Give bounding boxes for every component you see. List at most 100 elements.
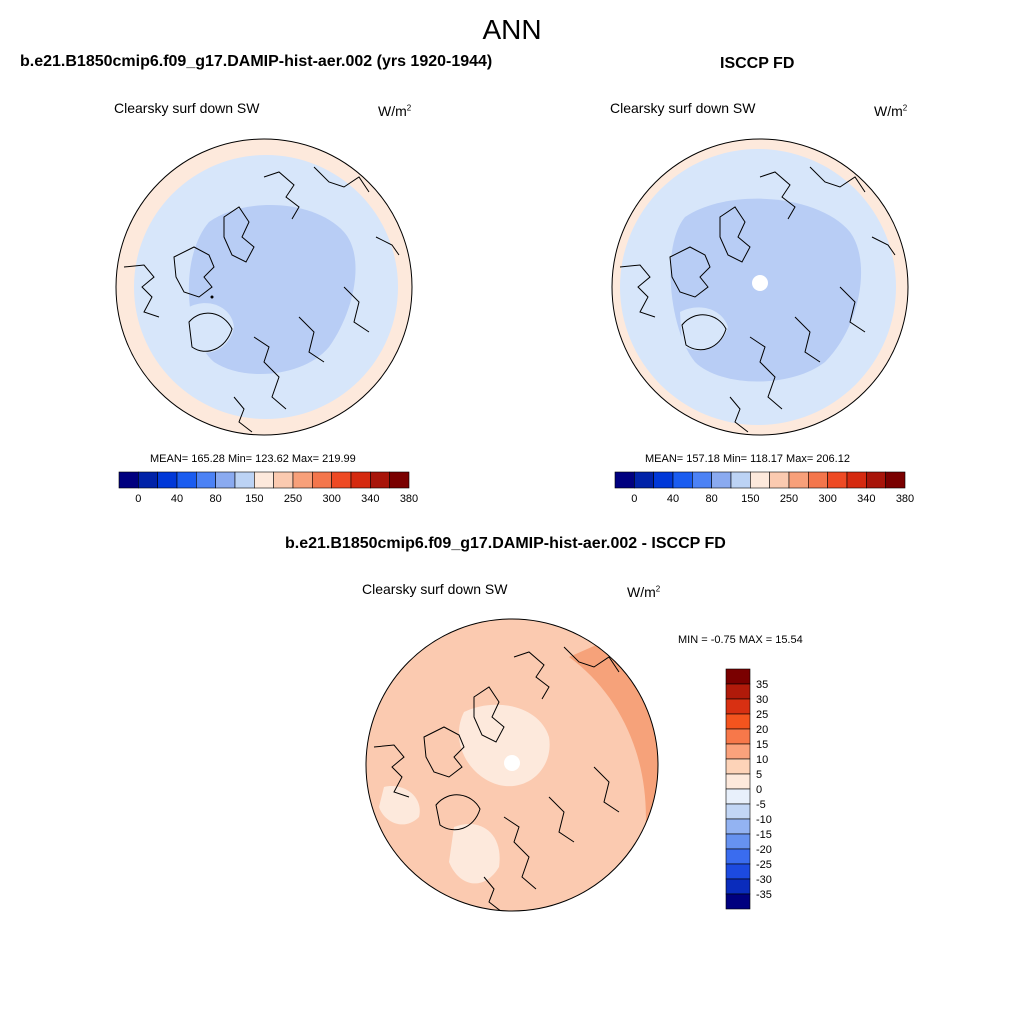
panel3-units: W/m2 [627,584,661,600]
panel2-stats: MEAN= 157.18 Min= 118.17 Max= 206.12 [645,453,850,465]
colorbar-tick-label: 340 [857,493,875,505]
colorbar-tick-label: 80 [210,493,222,505]
diff-high-east [564,619,658,911]
colorbar-swatch [725,833,751,850]
colorbar-swatch [885,471,906,489]
season-title: ANN [482,14,542,45]
diff-low-west [379,786,420,825]
panel3-variable: Clearsky surf down SW [362,581,508,597]
panel3-stats: MIN = -0.75 MAX = 15.54 [678,634,803,646]
panel2-units: W/m2 [874,103,908,119]
panel3-title: b.e21.B1850cmip6.f09_g17.DAMIP-hist-aer.… [285,535,726,552]
colorbar-tick-label: 30 [756,694,768,706]
colorbar-swatch [808,471,828,489]
colorbar-swatch [350,471,371,489]
missing-data-pole [752,275,768,291]
colorbar-swatch [725,848,751,865]
map-panel1 [115,138,413,436]
colorbar-swatch [866,471,886,489]
colorbar-swatch [273,471,294,489]
colorbar-swatch [234,471,255,489]
greenland-light [189,303,234,353]
colorbar-tick-label: 380 [896,493,914,505]
colorbar-swatch [725,818,751,835]
colorbar-swatch [138,471,158,489]
panel1-stats: MEAN= 165.28 Min= 123.62 Max= 219.99 [150,453,356,465]
colorbar-swatch [634,471,654,489]
colorbar-swatch [196,471,216,489]
panel2-variable: Clearsky surf down SW [610,100,756,116]
pole-marker [210,295,214,299]
colorbar-tick-label: -25 [756,859,772,871]
colorbar-swatch [292,471,313,489]
panel1-variable: Clearsky surf down SW [114,100,260,116]
colorbar-swatch [370,471,390,489]
panel2-title: ISCCP FD [720,55,795,72]
colorbar-swatch [846,471,867,489]
colorbar-tick-label: -5 [756,799,766,811]
colorbar-tick-label: -35 [756,889,772,901]
coastlines [123,166,400,433]
colorbar-tick-label: -10 [756,814,772,826]
colorbar-swatch [692,471,712,489]
colorbar-tick-label: 0 [135,493,141,505]
panel1-title: b.e21.B1850cmip6.f09_g17.DAMIP-hist-aer.… [20,53,493,70]
colorbar-swatch [730,471,751,489]
colorbar-tick-label: 40 [171,493,183,505]
colorbar-panel1: 0 40 80 150 250 300 340 380 [118,471,418,505]
colorbar-swatch [389,471,410,489]
missing-data-pole [504,755,520,771]
colorbar-swatch [312,471,332,489]
coastlines [619,166,896,433]
colorbar-swatch [725,713,751,730]
colorbar-tick-label: 250 [284,493,302,505]
colorbar-swatch [725,698,751,715]
colorbar-swatch [215,471,236,489]
colorbar-swatch [725,683,751,700]
map-border [611,138,909,436]
colorbar-tick-label: 5 [756,769,762,781]
colorbar-tick-label: 380 [400,493,418,505]
colorbar-tick-label: 35 [756,679,768,691]
colorbar-swatch [769,471,790,489]
colorbar-tick-label: 25 [756,709,768,721]
map-border [365,618,659,912]
colorbar-tick-label: 10 [756,754,768,766]
colorbar-tick-label: 20 [756,724,768,736]
colorbar-tick-label: 80 [706,493,718,505]
colorbar-swatch [711,471,732,489]
colorbar-swatch [614,471,635,489]
colorbar-tick-label: 0 [631,493,637,505]
colorbar-swatch [254,471,274,489]
colorbar-swatch [725,728,751,745]
colorbar-tick-label: 300 [818,493,836,505]
colorbar-tick-label: -15 [756,829,772,841]
colorbar-swatch [788,471,809,489]
colorbar-swatch [750,471,770,489]
colorbar-tick-label: 250 [780,493,798,505]
colorbar-tick-label: 340 [361,493,379,505]
colorbar-tick-label: 0 [756,784,762,796]
diff-low-center [458,704,550,787]
colorbar-swatch [118,471,139,489]
colorbar-tick-label: 150 [245,493,263,505]
colorbar-tick-label: 15 [756,739,768,751]
colorbar-swatch [725,803,751,820]
diff-low-south [449,823,500,884]
colorbar-panel3: 35 30 25 20 15 10 5 0 -5 -10 -15 -20 -25 -30 -35 [725,668,772,910]
colorbar-swatch [653,471,674,489]
map-panel2 [611,138,909,436]
coastlines [373,646,620,911]
colorbar-swatch [176,471,197,489]
colorbar-tick-label: -20 [756,844,772,856]
panel1-units: W/m2 [378,103,412,119]
colorbar-swatch [725,773,751,790]
colorbar-swatch [725,743,751,760]
colorbar-swatch [672,471,693,489]
colorbar-swatch [827,471,848,489]
colorbar-tick-label: -30 [756,874,772,886]
colorbar-tick-label: 300 [322,493,340,505]
map-border [115,138,413,436]
colorbar-panel2: 0 40 80 150 250 300 340 380 [614,471,914,505]
map-panel3 [365,618,659,912]
